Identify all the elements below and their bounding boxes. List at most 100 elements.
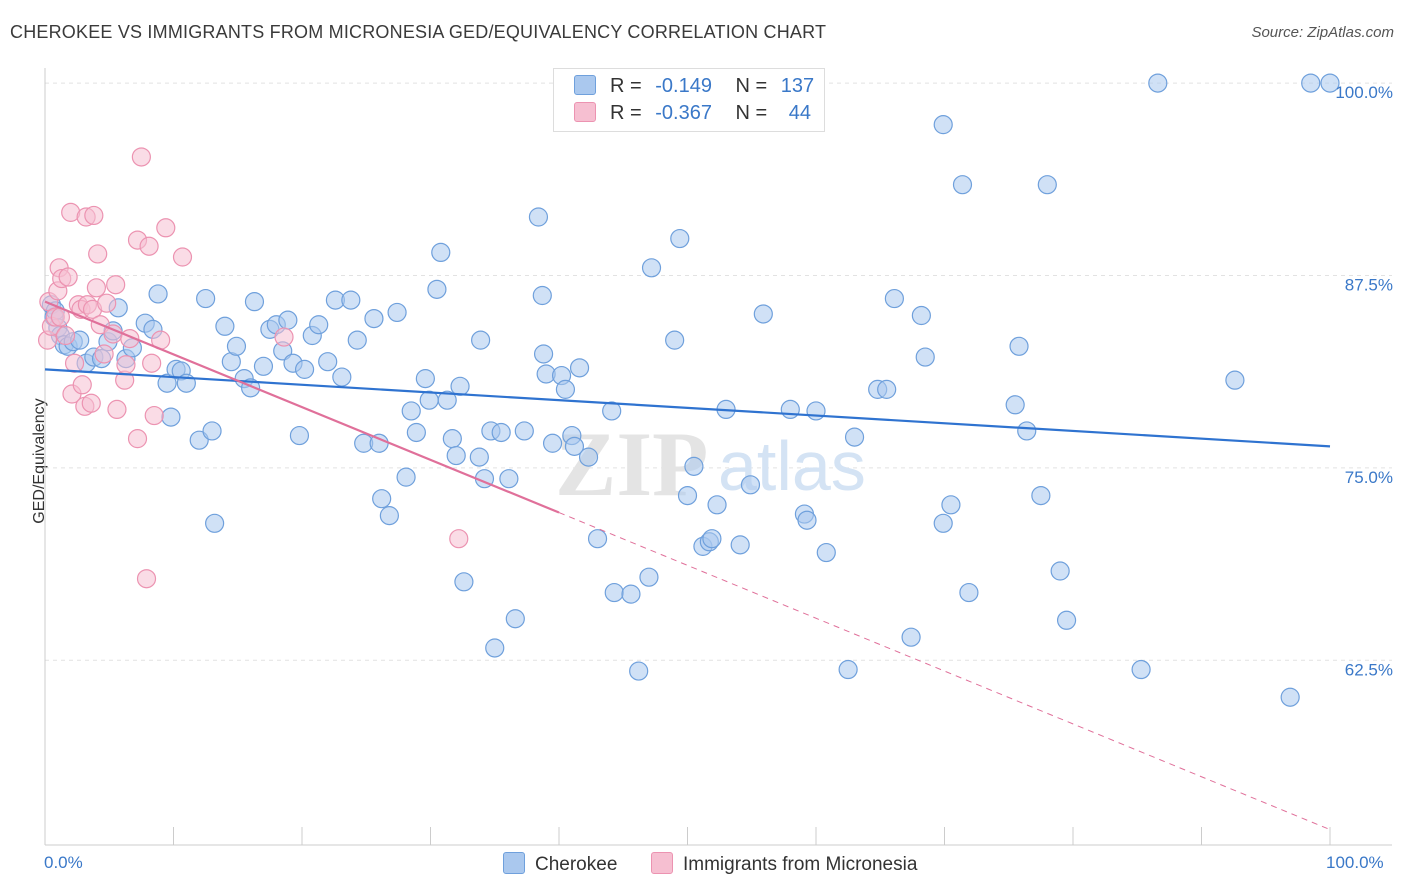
cherokee-point — [244, 292, 265, 312]
cherokee-point — [387, 302, 407, 323]
micronesia-point — [55, 325, 76, 346]
cherokee-point — [844, 427, 865, 447]
x-tick-min: 0.0% — [44, 853, 83, 872]
cherokee-point — [780, 399, 800, 420]
micronesia-trend-extension — [558, 512, 1331, 831]
cherokee-point — [396, 467, 416, 487]
cherokee-point — [1009, 336, 1029, 356]
cherokee-point — [952, 175, 973, 195]
cherokee-point — [372, 489, 392, 509]
legend-n-label: N = — [735, 102, 768, 124]
cherokee-point — [450, 376, 470, 396]
micronesia-point — [81, 393, 101, 413]
bottom-legend-micronesia: Immigrants from Micronesia — [651, 852, 917, 876]
cherokee-point — [702, 529, 722, 549]
micronesia-point — [84, 205, 104, 226]
cherokee-point — [309, 315, 329, 335]
cherokee-point — [406, 422, 426, 443]
cherokee-point — [941, 495, 961, 515]
micronesia-legend-label: Immigrants from Micronesia — [683, 854, 918, 875]
cherokee-point — [730, 535, 750, 555]
micronesia-point — [127, 429, 148, 449]
cherokee-point — [933, 513, 953, 533]
cherokee-point — [684, 456, 704, 476]
gridlines — [45, 82, 1392, 661]
legend-n-value: 137 — [780, 75, 815, 97]
bottom-legend-cherokee: Cherokee — [503, 852, 617, 876]
cherokee-point — [347, 330, 367, 350]
cherokee-point — [446, 445, 466, 466]
cherokee-point — [379, 506, 399, 526]
cherokee-point — [877, 379, 897, 399]
micronesia-point — [142, 353, 162, 373]
cherokee-point — [289, 425, 310, 446]
micronesia-point — [107, 399, 127, 420]
y-tick-labels: 62.5% 75.0% 87.5% 100.0% — [1335, 83, 1393, 679]
micronesia-point — [136, 569, 157, 589]
cherokee-point — [533, 344, 554, 364]
micronesia-legend-swatch — [651, 852, 673, 874]
cherokee-point — [161, 407, 181, 427]
legend-n-label: N = — [735, 75, 768, 97]
cherokee-point — [1301, 73, 1321, 93]
cherokee-point — [226, 336, 247, 356]
cherokee-point — [294, 359, 315, 379]
chart-title: CHEROKEE VS IMMIGRANTS FROM MICRONESIA G… — [10, 22, 827, 42]
cherokee-point — [205, 513, 225, 533]
cherokee-point — [933, 115, 953, 135]
micronesia-point — [86, 278, 107, 298]
cherokee-point — [148, 284, 168, 304]
micronesia-point — [94, 344, 114, 364]
cherokee-point — [1050, 561, 1070, 581]
cherokee-point — [564, 436, 585, 456]
micronesia-point — [116, 355, 136, 375]
cherokee-point — [514, 421, 534, 441]
legend-row-micronesia: R = -0.367 N = 44 — [574, 102, 811, 125]
cherokee-point — [454, 572, 474, 592]
legend-row-cherokee: R = -0.149 N = 137 — [574, 75, 814, 98]
y-tick-label: 87.5% — [1345, 275, 1393, 294]
cherokee-point — [621, 584, 641, 604]
cherokee-point — [253, 356, 274, 376]
cherokee-point — [838, 659, 858, 680]
cherokee-point — [437, 390, 457, 410]
cherokee-point — [604, 582, 624, 603]
cherokee-point — [1031, 485, 1051, 506]
y-tick-label: 100.0% — [1335, 83, 1393, 102]
cherokee-point — [196, 288, 216, 309]
micronesia-point — [88, 244, 108, 264]
cherokee-point — [555, 379, 576, 399]
cherokee-point — [665, 330, 685, 350]
micronesia-point — [131, 147, 151, 167]
cherokee-point — [1131, 659, 1151, 680]
legend-r-value: -0.149 — [655, 75, 712, 97]
cherokee-point — [215, 316, 235, 336]
cherokee-point — [431, 242, 451, 263]
cherokee-point — [469, 447, 489, 467]
cherokee-point — [415, 369, 435, 389]
trend-lines — [44, 300, 1331, 831]
micronesia-point — [156, 218, 176, 238]
cherokee-point — [806, 401, 826, 421]
cherokee-point — [911, 305, 931, 326]
cherokee-point — [740, 475, 761, 495]
cherokee-point — [1005, 395, 1025, 415]
micronesia-point — [449, 529, 469, 549]
cherokee-trend-line — [44, 368, 1331, 448]
cherokee-point — [677, 485, 698, 506]
cherokee-point — [753, 304, 773, 324]
cherokee-point — [341, 290, 361, 310]
cherokee-point — [884, 288, 904, 309]
cherokee-point — [816, 542, 836, 563]
axes — [44, 68, 1392, 846]
cherokee-point — [532, 285, 552, 306]
cherokee-point — [1037, 175, 1057, 195]
cherokee-point — [542, 433, 563, 453]
cherokee-point — [1280, 687, 1300, 707]
legend-r-label: R = — [610, 102, 642, 124]
cherokee-point — [1148, 73, 1168, 93]
cherokee-point — [442, 429, 462, 449]
cherokee-point — [639, 567, 659, 587]
micronesia-point — [274, 327, 294, 347]
